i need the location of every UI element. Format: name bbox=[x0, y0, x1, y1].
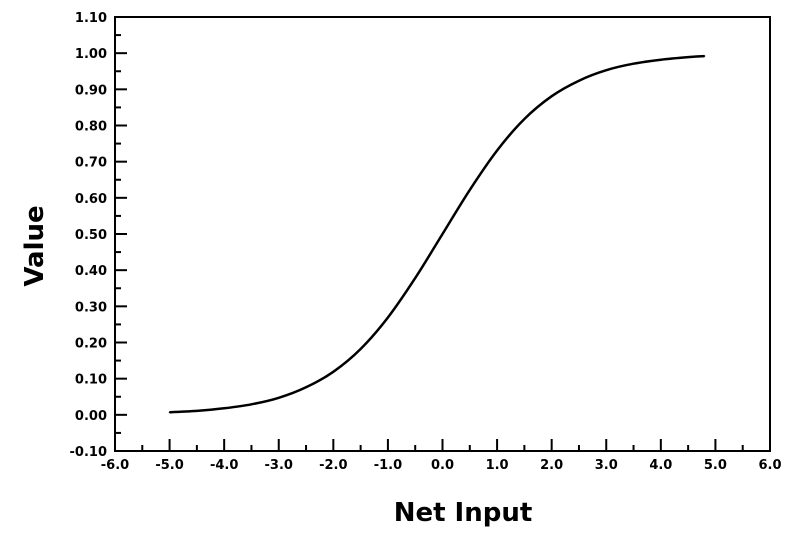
data-point bbox=[196, 410, 198, 412]
x-tick-label: 5.0 bbox=[704, 458, 727, 473]
y-tick-label: 0.50 bbox=[75, 228, 107, 243]
x-tick-label: 2.0 bbox=[540, 458, 563, 473]
data-point bbox=[168, 411, 171, 414]
y-tick-label: 1.00 bbox=[75, 47, 107, 62]
data-point bbox=[250, 403, 253, 406]
x-tick-label: -4.0 bbox=[210, 458, 238, 473]
y-tick-label: 0.70 bbox=[75, 156, 107, 171]
data-point bbox=[305, 386, 307, 389]
y-tick-label: 0.00 bbox=[75, 409, 107, 424]
y-tick-label: 0.40 bbox=[75, 264, 107, 279]
data-point bbox=[332, 370, 335, 373]
x-tick-label: -2.0 bbox=[319, 458, 347, 473]
y-tick-label: 0.60 bbox=[75, 192, 107, 207]
y-tick-label: 0.20 bbox=[75, 337, 107, 352]
y-tick-label: 1.10 bbox=[75, 11, 107, 26]
data-point bbox=[578, 79, 580, 82]
x-tick-label: 0.0 bbox=[431, 458, 454, 473]
series-line bbox=[169, 54, 705, 414]
x-tick-label: -6.0 bbox=[101, 458, 129, 473]
y-axis-title: Value bbox=[20, 205, 50, 286]
x-tick-label: 3.0 bbox=[595, 458, 618, 473]
x-tick-label: -3.0 bbox=[265, 458, 293, 473]
data-point bbox=[632, 62, 635, 65]
x-axis-title: Net Input bbox=[394, 498, 533, 528]
data-point bbox=[660, 58, 662, 61]
x-tick-label: 4.0 bbox=[649, 458, 672, 473]
x-tick-label: 1.0 bbox=[486, 458, 509, 473]
x-tick-label: -5.0 bbox=[155, 458, 183, 473]
y-tick-label: -0.10 bbox=[70, 445, 107, 460]
data-point bbox=[359, 348, 362, 350]
data-point bbox=[441, 233, 444, 235]
data-point bbox=[550, 95, 553, 98]
data-point bbox=[703, 55, 706, 57]
data-point bbox=[387, 316, 389, 319]
data-point bbox=[687, 56, 689, 58]
y-tick-label: 0.10 bbox=[75, 373, 107, 388]
data-point bbox=[496, 149, 498, 152]
y-tick-label: 0.90 bbox=[75, 83, 107, 98]
data-point bbox=[414, 277, 417, 279]
y-tick-label: 0.80 bbox=[75, 120, 107, 135]
data-point bbox=[277, 397, 280, 399]
data-point bbox=[523, 118, 526, 120]
x-tick-label: -1.0 bbox=[374, 458, 402, 473]
data-point bbox=[223, 407, 225, 410]
x-tick-label: 6.0 bbox=[758, 458, 781, 473]
data-point bbox=[468, 189, 471, 191]
y-tick-label: 0.30 bbox=[75, 300, 107, 315]
data-point bbox=[605, 69, 608, 71]
